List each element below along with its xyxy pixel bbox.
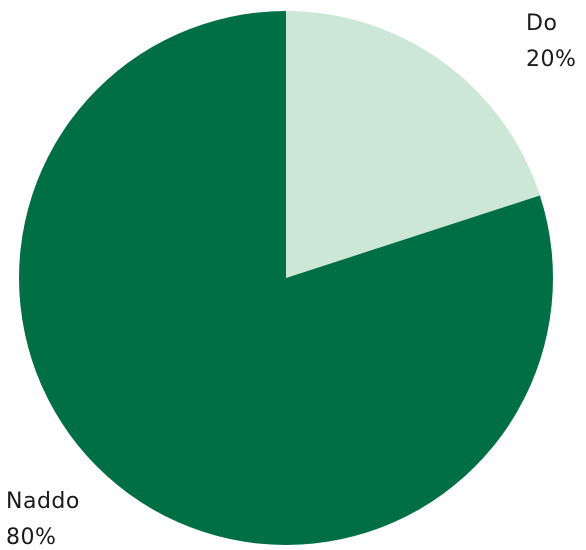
slice-label-naddo: Naddo 80% (6, 489, 80, 550)
slice-name-do: Do (526, 11, 557, 36)
pie-slice-naddo (18, 11, 553, 546)
pie-slices (18, 11, 553, 546)
slice-name-naddo: Naddo (6, 489, 80, 514)
pie-slice-do (286, 11, 540, 278)
slice-percent-do: 20% (526, 47, 576, 72)
slice-label-do: Do 20% (526, 11, 576, 72)
slice-percent-naddo: 80% (6, 525, 56, 550)
